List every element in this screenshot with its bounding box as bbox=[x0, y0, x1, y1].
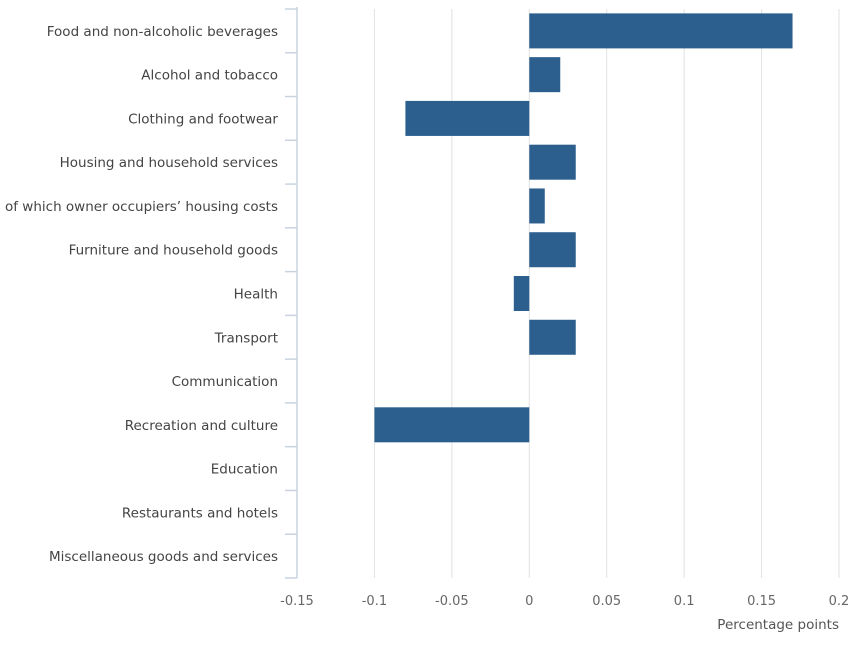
category-label: Food and non-alcoholic beverages bbox=[47, 24, 278, 40]
x-tick-label: -0.05 bbox=[435, 594, 469, 609]
category-label: Transport bbox=[214, 330, 278, 346]
category-label: Miscellaneous goods and services bbox=[49, 549, 278, 565]
bar bbox=[529, 144, 576, 180]
gridlines bbox=[373, 9, 840, 578]
category-axis bbox=[285, 7, 298, 579]
x-tick-labels: -0.15 -0.1 -0.05 0 0.05 0.1 0.15 0.2 bbox=[280, 594, 849, 609]
x-tick-label: 0.1 bbox=[674, 594, 695, 609]
x-tick-label: 0.15 bbox=[747, 594, 776, 609]
category-label: Furniture and household goods bbox=[69, 243, 278, 259]
bar bbox=[513, 275, 530, 312]
x-tick-label: -0.15 bbox=[280, 594, 314, 609]
bar bbox=[405, 100, 530, 136]
category-label: Education bbox=[211, 462, 278, 478]
x-tick-label: 0 bbox=[525, 594, 533, 609]
bar bbox=[374, 407, 530, 443]
category-label: Communication bbox=[172, 374, 278, 390]
category-label: of which owner occupiers’ housing costs bbox=[5, 199, 278, 215]
x-axis-title: Percentage points bbox=[717, 617, 839, 633]
x-tick-label: 0.2 bbox=[829, 594, 850, 609]
x-tick-label: -0.1 bbox=[362, 594, 387, 609]
category-label: Alcohol and tobacco bbox=[141, 68, 278, 84]
bar bbox=[529, 57, 561, 93]
category-label: Health bbox=[234, 287, 278, 303]
bar bbox=[529, 319, 576, 355]
category-label: Housing and household services bbox=[60, 155, 278, 171]
category-label: Restaurants and hotels bbox=[122, 505, 278, 521]
category-labels: Food and non-alcoholic beverages Alcohol … bbox=[5, 24, 278, 565]
bar bbox=[529, 188, 545, 224]
x-tick-label: 0.05 bbox=[592, 594, 621, 609]
category-label: Recreation and culture bbox=[125, 418, 278, 434]
category-label: Clothing and footwear bbox=[128, 111, 278, 127]
bars bbox=[374, 13, 793, 443]
bar bbox=[529, 13, 793, 49]
bar bbox=[529, 232, 576, 268]
